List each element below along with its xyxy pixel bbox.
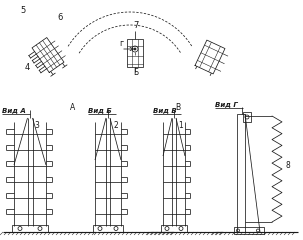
Text: Вид А: Вид А xyxy=(2,107,26,113)
Text: 6: 6 xyxy=(57,13,62,22)
Circle shape xyxy=(134,48,136,50)
Text: 3: 3 xyxy=(34,121,39,130)
Text: А: А xyxy=(70,103,75,112)
Text: Вид Б: Вид Б xyxy=(88,107,112,113)
Text: Б: Б xyxy=(133,68,138,77)
Text: 4: 4 xyxy=(25,63,30,72)
Text: 5: 5 xyxy=(20,6,25,15)
Text: 2: 2 xyxy=(113,121,118,130)
Bar xyxy=(93,225,123,232)
Bar xyxy=(161,225,187,232)
Text: 1: 1 xyxy=(178,121,183,130)
Text: 7: 7 xyxy=(133,21,138,30)
Text: 8: 8 xyxy=(285,161,290,170)
Bar xyxy=(12,225,48,232)
Text: Вид Г: Вид Г xyxy=(215,101,238,107)
Bar xyxy=(243,112,251,122)
Text: В: В xyxy=(175,103,180,112)
Bar xyxy=(127,39,143,67)
Bar xyxy=(234,227,264,234)
Text: г: г xyxy=(119,39,123,48)
Bar xyxy=(237,114,245,232)
Text: Вид В: Вид В xyxy=(153,107,177,113)
